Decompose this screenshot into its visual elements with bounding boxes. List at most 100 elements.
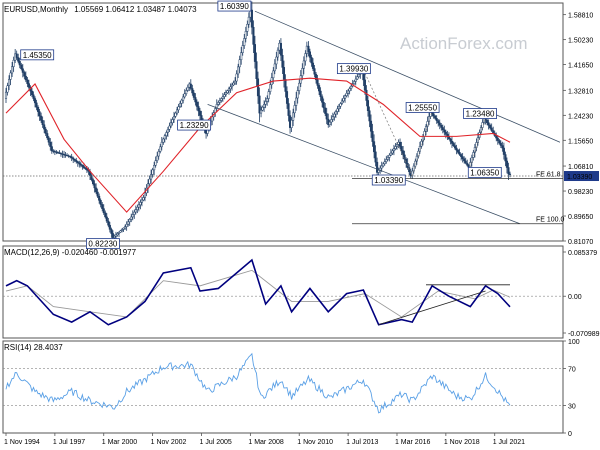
- rsi-line: [5, 352, 511, 414]
- candle-body: [82, 166, 85, 168]
- candle-body: [337, 105, 340, 110]
- candle-body: [253, 44, 256, 62]
- candle-body: [489, 125, 492, 129]
- candle-body: [356, 76, 359, 80]
- price-axis-label: 1.24230: [568, 113, 593, 120]
- candle-body: [435, 118, 438, 121]
- candle-body: [162, 138, 165, 143]
- candle-body: [266, 98, 269, 102]
- candle-body: [107, 220, 110, 226]
- candle-body: [260, 109, 263, 114]
- price-axis-label: 0.98230: [568, 189, 593, 196]
- candle-body: [134, 209, 137, 213]
- candle-body: [176, 109, 179, 114]
- candle-body: [272, 70, 275, 79]
- candle-body: [230, 84, 234, 88]
- candle-body: [110, 229, 113, 234]
- candle-body: [504, 154, 507, 162]
- candle-body: [182, 96, 185, 101]
- candle-body: [235, 73, 238, 82]
- candle-body: [388, 154, 391, 158]
- candle-body: [133, 211, 136, 215]
- macd-axis-label: -0.070989: [568, 331, 600, 338]
- candle-body: [101, 204, 104, 209]
- candle-body: [376, 161, 379, 173]
- candle-body: [32, 94, 35, 99]
- moving-average-line: [5, 77, 511, 213]
- candle-body: [383, 161, 386, 165]
- candle-body: [220, 98, 223, 101]
- candle-body: [183, 93, 186, 98]
- price-annotation-box: [371, 174, 406, 186]
- candle-body: [279, 42, 282, 56]
- candle-body: [154, 160, 157, 166]
- candle-body: [180, 99, 183, 104]
- candle-body: [113, 236, 116, 238]
- candle-body: [72, 157, 75, 160]
- candle-body: [311, 62, 315, 69]
- price-axis-label: 0.81070: [568, 239, 593, 246]
- candle-body: [137, 204, 140, 208]
- candle-body: [255, 61, 258, 79]
- candle-body: [223, 94, 226, 97]
- projection-line-c: [469, 117, 486, 168]
- candle-body: [298, 82, 301, 91]
- ohlc-values: 1.05569 1.06412 1.03487 1.04073: [74, 5, 197, 14]
- candle-body: [153, 165, 156, 171]
- candle-body: [368, 110, 371, 122]
- candle-body: [117, 231, 121, 234]
- candle-body: [8, 79, 11, 87]
- candle-body: [415, 155, 418, 162]
- candle-body: [256, 78, 260, 97]
- candle-body: [90, 175, 93, 180]
- price-annotation-box: [217, 0, 252, 12]
- candle-body: [340, 100, 344, 104]
- candle-body: [347, 90, 350, 94]
- fe-level-label: FE 61.8: [536, 172, 561, 179]
- candle-body: [35, 102, 38, 108]
- candle-body: [232, 82, 235, 86]
- candle-body: [382, 163, 385, 167]
- candle-body: [43, 124, 46, 130]
- candle-body: [211, 116, 214, 122]
- candle-body: [357, 74, 360, 77]
- candle-body: [501, 145, 504, 149]
- candle-body: [402, 150, 405, 156]
- candle-body: [38, 111, 41, 117]
- price-annotation-box: [463, 108, 497, 119]
- price-axis-label: 1.58810: [568, 13, 593, 20]
- candle-body: [314, 73, 318, 81]
- candle-body: [250, 9, 253, 28]
- candle-body: [24, 75, 27, 81]
- candle-body: [392, 148, 395, 152]
- candle-body: [224, 92, 227, 95]
- candle-body: [400, 146, 403, 151]
- candle-body: [41, 120, 44, 125]
- candle-body: [377, 170, 380, 173]
- candle-body: [507, 167, 510, 175]
- candle-body: [304, 53, 307, 62]
- candle-body: [104, 212, 107, 218]
- candle-body: [215, 104, 218, 109]
- x-axis-label: 1 Mar 2008: [248, 439, 284, 446]
- candle-body: [163, 135, 166, 140]
- candle-body: [9, 72, 12, 80]
- candle-body: [159, 146, 162, 152]
- macd-signal-line: [5, 269, 511, 318]
- candle-body: [156, 155, 159, 161]
- price-layer: FE 61.8 FE 100.0 1.60390 1.45350 1.39930 1.25…: [3, 0, 565, 250]
- price-axis-label: 1.06810: [568, 164, 593, 171]
- price-axis-label: 1.32810: [568, 88, 593, 95]
- candle-body: [192, 92, 195, 98]
- candle-body: [345, 93, 348, 96]
- macd-axis-label: 0.085379: [568, 250, 597, 257]
- candle-body: [194, 97, 197, 103]
- candle-body: [292, 112, 295, 121]
- candle-body: [330, 119, 333, 123]
- candle-body: [284, 79, 287, 92]
- candle-body: [121, 229, 124, 232]
- candle-body: [499, 142, 502, 146]
- candle-body: [450, 140, 454, 144]
